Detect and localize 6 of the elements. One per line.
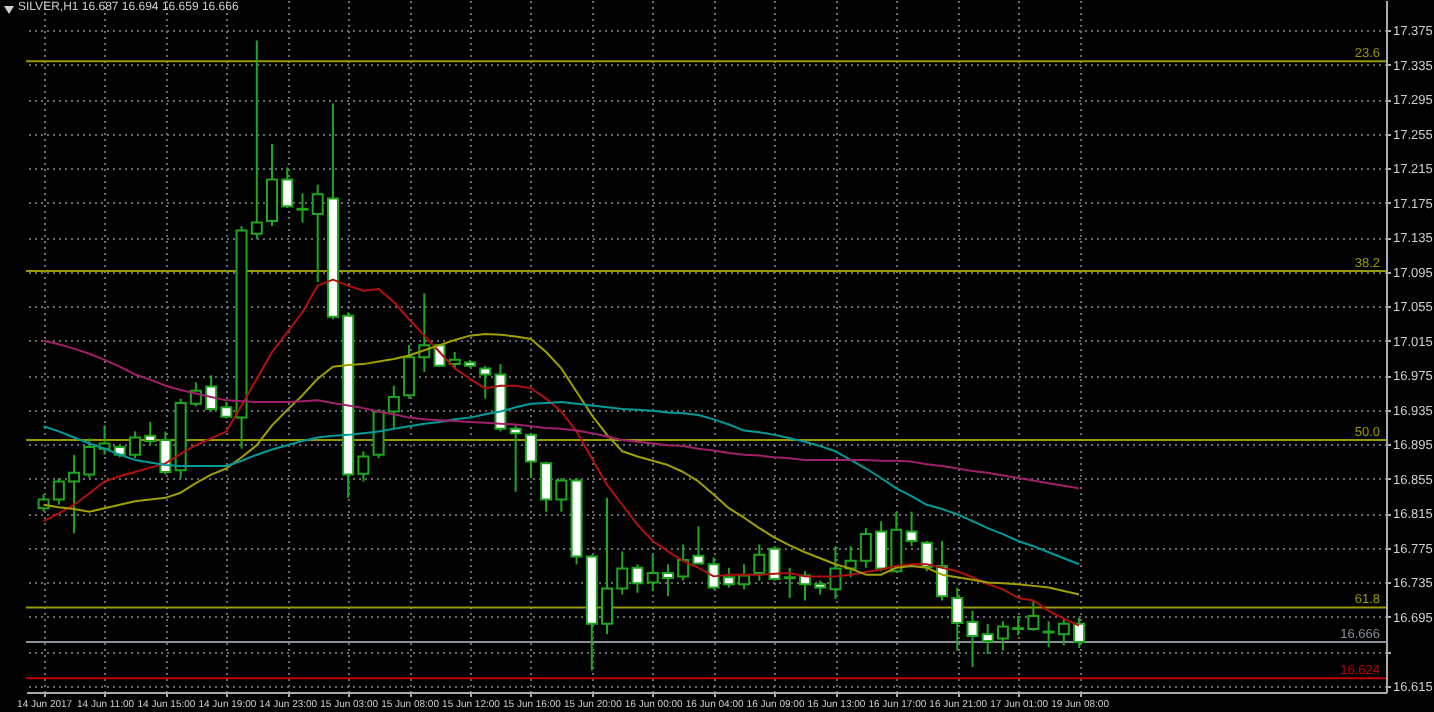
- candlestick: [753, 543, 766, 582]
- candlestick: [509, 424, 522, 493]
- candlestick: [296, 192, 309, 224]
- line-series: [42, 401, 1081, 566]
- line-series: [42, 339, 1081, 490]
- candlestick: [905, 510, 918, 548]
